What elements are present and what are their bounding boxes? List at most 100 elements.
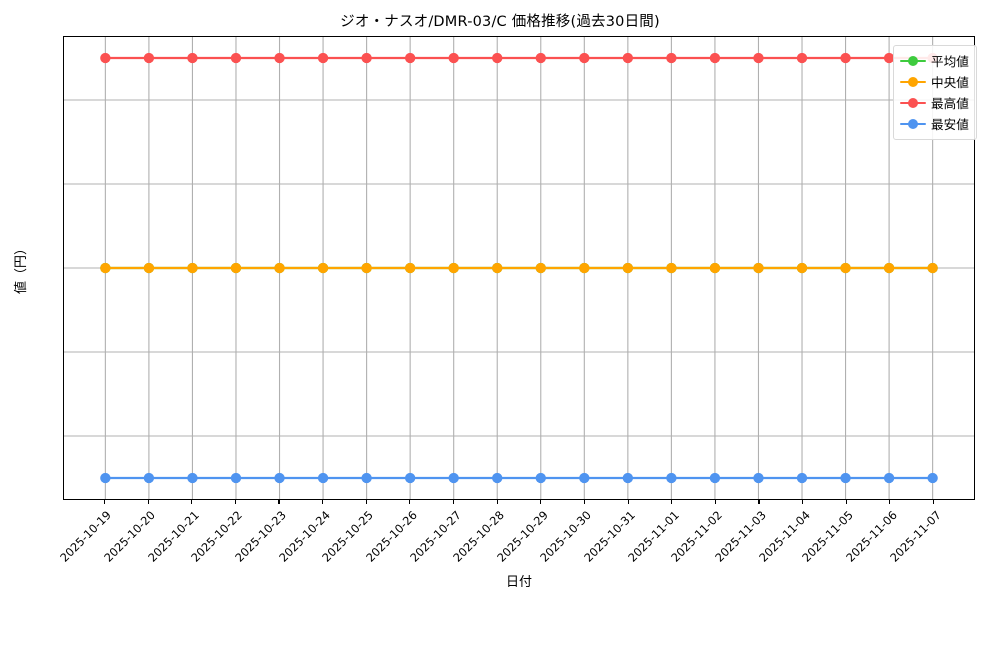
x-axis-title: 日付 [505, 575, 532, 590]
data-point [492, 262, 503, 274]
data-point [448, 262, 459, 274]
data-point [230, 472, 242, 484]
data-point [361, 52, 372, 64]
data-point [448, 52, 459, 64]
legend-item-4: 最安値 [900, 113, 969, 134]
series-最安値 [100, 472, 938, 484]
data-point [883, 262, 895, 274]
x-tick-mark [758, 500, 760, 504]
legend-swatch-icon [900, 76, 926, 88]
legend-label: 最安値 [931, 117, 969, 132]
data-point [753, 52, 764, 64]
data-point [535, 52, 546, 64]
data-point [622, 262, 634, 274]
x-tick-mark [583, 500, 585, 504]
data-point [361, 262, 372, 274]
x-tick-mark [409, 500, 411, 504]
data-point [927, 472, 938, 484]
data-point [187, 52, 198, 64]
x-tick-mark [322, 500, 324, 504]
legend-label: 中央値 [931, 75, 969, 90]
chart-legend: 平均値中央値最高値最安値 [893, 45, 977, 140]
data-point [448, 472, 459, 484]
data-point [492, 472, 503, 484]
x-tick-mark [191, 500, 193, 504]
data-point [753, 262, 764, 274]
data-point [666, 52, 677, 64]
data-point [796, 52, 808, 64]
legend-swatch-icon [900, 97, 926, 109]
x-tick-mark [889, 500, 891, 504]
data-point [404, 472, 416, 484]
series-最高値 [100, 52, 938, 64]
data-point [274, 472, 285, 484]
x-tick-mark [627, 500, 629, 504]
data-point [274, 52, 285, 64]
legend-label: 平均値 [931, 54, 969, 69]
data-point [709, 262, 721, 274]
data-point [535, 472, 546, 484]
x-tick-mark [147, 500, 149, 504]
series-中央値 [100, 262, 938, 274]
x-tick-mark [714, 500, 716, 504]
data-point [622, 472, 634, 484]
data-point [361, 472, 372, 484]
data-point [492, 52, 503, 64]
data-point [187, 262, 198, 274]
data-point [100, 472, 111, 484]
legend-item-3: 最高値 [900, 92, 969, 113]
data-point [230, 262, 242, 274]
data-series-layer [100, 52, 938, 484]
data-point [143, 472, 155, 484]
data-point [579, 52, 590, 64]
data-point [535, 262, 546, 274]
data-point [840, 472, 851, 484]
data-point [709, 52, 721, 64]
data-point [187, 472, 198, 484]
data-point [883, 472, 895, 484]
chart-figure: ジオ・ナスオ/DMR-03/C 価格推移(過去30日間) 値（円） 363840… [14, 14, 977, 590]
x-tick-mark [845, 500, 847, 504]
data-point [840, 52, 851, 64]
data-point [622, 52, 634, 64]
plot-area [63, 36, 975, 500]
data-point [796, 262, 808, 274]
legend-item-1: 平均値 [900, 50, 969, 71]
data-point [666, 472, 677, 484]
x-tick-mark [540, 500, 542, 504]
data-point [404, 52, 416, 64]
page-title: ジオ・ナスオ/DMR-03/C 価格推移(過去30日間) [340, 14, 660, 30]
x-tick-mark [496, 500, 498, 504]
x-tick-mark [802, 500, 804, 504]
x-tick-mark [671, 500, 673, 504]
data-point [317, 52, 329, 64]
data-point [579, 472, 590, 484]
x-tick-mark [932, 500, 935, 504]
data-point [796, 472, 808, 484]
legend-label: 最高値 [931, 96, 969, 111]
legend-item-2: 中央値 [900, 71, 969, 92]
data-point [753, 472, 764, 484]
data-point [143, 262, 155, 274]
data-point [666, 262, 677, 274]
data-point [317, 262, 329, 274]
data-point [883, 52, 895, 64]
data-point [317, 472, 329, 484]
x-tick-mark [278, 500, 280, 504]
data-point [579, 262, 590, 274]
data-point [274, 262, 285, 274]
x-tick-mark [103, 500, 105, 504]
legend-swatch-icon [900, 55, 926, 67]
data-point [100, 262, 111, 274]
data-point [143, 52, 155, 64]
data-point [100, 52, 111, 64]
data-point [840, 262, 851, 274]
data-point [927, 262, 938, 274]
data-point [404, 262, 416, 274]
y-axis-title: 値（円） [14, 242, 29, 295]
x-tick-mark [452, 500, 455, 504]
legend-swatch-icon [900, 118, 926, 130]
x-tick-mark [234, 500, 236, 504]
x-tick-mark [365, 500, 367, 504]
data-point [709, 472, 721, 484]
